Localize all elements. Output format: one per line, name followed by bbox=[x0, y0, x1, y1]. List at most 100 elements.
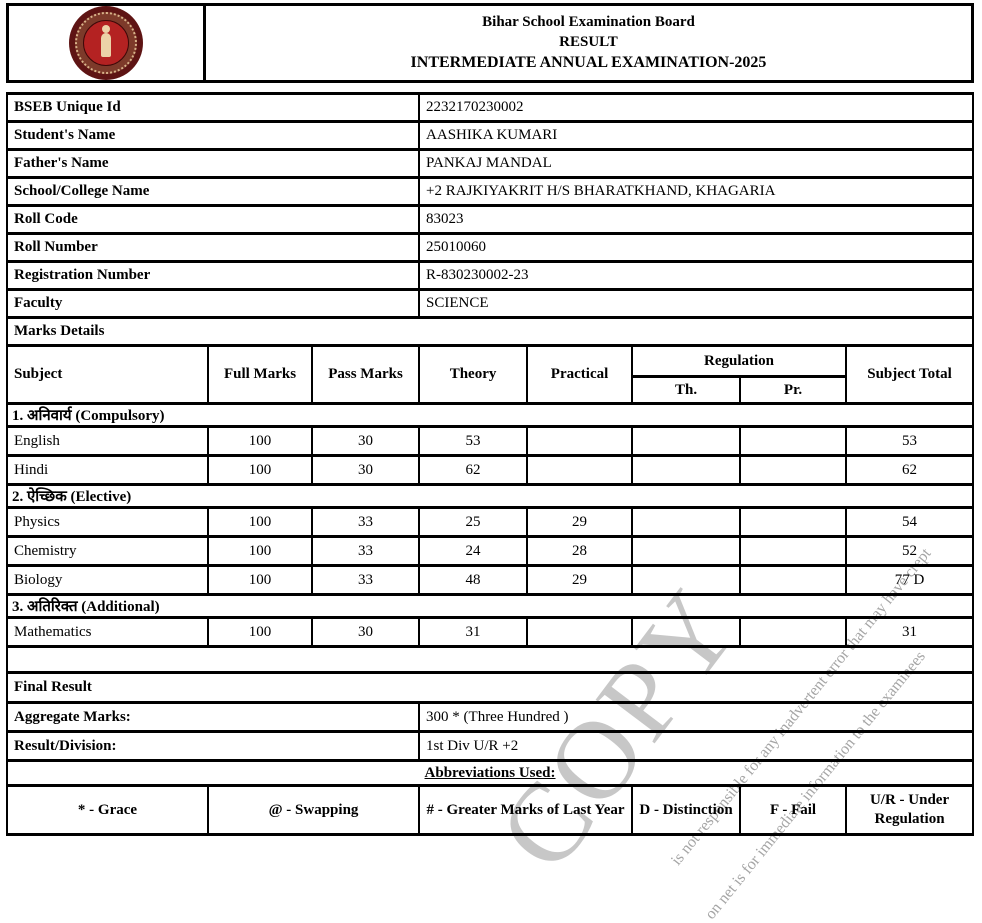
section-heading: 1. अनिवार्य (Compulsory) bbox=[5, 402, 975, 428]
regulation-th bbox=[631, 535, 742, 567]
full-marks: 100 bbox=[207, 506, 313, 538]
theory-marks: 48 bbox=[418, 564, 529, 596]
final-result-row: Final Result bbox=[5, 671, 975, 704]
col-regulation-pr: Pr. bbox=[739, 375, 848, 405]
info-label: Faculty bbox=[5, 288, 421, 319]
info-value: +2 RAJKIYAKRIT H/S BHARATKHAND, KHAGARIA bbox=[418, 176, 975, 207]
pass-marks: 30 bbox=[310, 616, 421, 648]
theory-marks: 62 bbox=[418, 454, 529, 486]
pass-marks: 30 bbox=[310, 454, 421, 486]
info-label: Roll Code bbox=[5, 204, 421, 235]
subject-row-mathematics: Mathematics 100 30 31 31 bbox=[6, 616, 975, 648]
section-heading: 2. ऐच्छिक (Elective) bbox=[5, 483, 975, 509]
info-label: Roll Number bbox=[5, 232, 421, 263]
subject-total: 54 bbox=[845, 506, 975, 538]
info-row-student-name: Student's Name AASHIKA KUMARI bbox=[5, 120, 975, 151]
spacer-row bbox=[5, 645, 975, 674]
info-label: School/College Name bbox=[5, 176, 421, 207]
marks-details-row: Marks Details bbox=[5, 316, 975, 347]
board-name: Bihar School Examination Board bbox=[482, 14, 695, 30]
info-row-bseb-unique-id: BSEB Unique Id 2232170230002 bbox=[5, 92, 975, 123]
col-full-marks: Full Marks bbox=[207, 344, 313, 405]
info-row-roll-number: Roll Number 25010060 bbox=[5, 232, 975, 263]
section-heading: 3. अतिरिक्त (Additional) bbox=[5, 593, 975, 619]
theory-marks: 25 bbox=[418, 506, 529, 538]
abbr-swapping: @ - Swapping bbox=[206, 784, 421, 836]
result-division-value: 1st Div U/R +2 bbox=[418, 730, 975, 762]
pass-marks: 33 bbox=[310, 506, 421, 538]
info-row-roll-code: Roll Code 83023 bbox=[5, 204, 975, 235]
practical-marks: 28 bbox=[526, 535, 634, 567]
regulation-pr bbox=[739, 454, 848, 486]
col-practical: Practical bbox=[526, 344, 634, 405]
marks-subheader-row: Th. Pr. bbox=[7, 375, 973, 405]
info-value: R-830230002-23 bbox=[418, 260, 975, 291]
practical-marks bbox=[526, 454, 634, 486]
result-division-row: Result/Division: 1st Div U/R +2 bbox=[5, 730, 975, 762]
info-row-school-name: School/College Name +2 RAJKIYAKRIT H/S B… bbox=[5, 176, 975, 207]
aggregate-marks-value: 300 * (Three Hundred ) bbox=[418, 701, 975, 733]
abbr-fail: F - Fail bbox=[739, 784, 848, 836]
header-box: Bihar School Examination Board RESULT IN… bbox=[6, 3, 974, 83]
pass-marks: 33 bbox=[310, 564, 421, 596]
regulation-th bbox=[631, 506, 742, 538]
exam-name: INTERMEDIATE ANNUAL EXAMINATION-2025 bbox=[410, 54, 767, 71]
subject-total: 53 bbox=[845, 425, 975, 457]
result-table: BSEB Unique Id 2232170230002 Student's N… bbox=[5, 92, 975, 836]
subject-total: 31 bbox=[845, 616, 975, 648]
regulation-pr bbox=[739, 535, 848, 567]
info-row-faculty: Faculty SCIENCE bbox=[5, 288, 975, 319]
subject-name: Chemistry bbox=[6, 535, 209, 567]
marks-details-title: Marks Details bbox=[5, 316, 975, 347]
final-result-title: Final Result bbox=[5, 671, 975, 704]
full-marks: 100 bbox=[207, 616, 313, 648]
abbreviations-title: Abbreviations Used: bbox=[424, 764, 556, 781]
abbr-under-regulation: U/R - Under Regulation bbox=[845, 784, 975, 836]
info-value: SCIENCE bbox=[418, 288, 975, 319]
regulation-th bbox=[631, 454, 742, 486]
full-marks: 100 bbox=[207, 535, 313, 567]
info-label: Father's Name bbox=[5, 148, 421, 179]
col-subject: Subject bbox=[6, 344, 209, 405]
result-division-label: Result/Division: bbox=[5, 730, 421, 762]
abbr-grace: * - Grace bbox=[6, 784, 209, 836]
info-label: Student's Name bbox=[5, 120, 421, 151]
abbreviations-title-row: Abbreviations Used: bbox=[5, 759, 975, 787]
info-value: 2232170230002 bbox=[418, 92, 975, 123]
regulation-pr bbox=[739, 506, 848, 538]
bseb-seal-icon bbox=[69, 6, 143, 80]
practical-marks: 29 bbox=[526, 506, 634, 538]
seal-core bbox=[83, 20, 129, 66]
subject-row-biology: Biology 100 33 48 29 77 D bbox=[6, 564, 975, 596]
info-value: PANKAJ MANDAL bbox=[418, 148, 975, 179]
col-pass-marks: Pass Marks bbox=[310, 344, 421, 405]
info-row-father-name: Father's Name PANKAJ MANDAL bbox=[5, 148, 975, 179]
subject-total: 52 bbox=[845, 535, 975, 567]
subject-row-english: English 100 30 53 53 bbox=[6, 425, 975, 457]
subject-name: Biology bbox=[6, 564, 209, 596]
col-theory: Theory bbox=[418, 344, 529, 405]
abbreviations-row: * - Grace @ - Swapping # - Greater Marks… bbox=[6, 784, 975, 836]
abbreviations-title-cell: Abbreviations Used: bbox=[5, 759, 975, 787]
regulation-th bbox=[631, 425, 742, 457]
spacer-cell bbox=[5, 645, 975, 674]
info-row-registration-number: Registration Number R-830230002-23 bbox=[5, 260, 975, 291]
title-cell: Bihar School Examination Board RESULT IN… bbox=[206, 6, 971, 80]
abbr-greater-marks: # - Greater Marks of Last Year bbox=[418, 784, 634, 836]
regulation-th bbox=[631, 564, 742, 596]
subject-name: Physics bbox=[6, 506, 209, 538]
info-label: Registration Number bbox=[5, 260, 421, 291]
aggregate-marks-label: Aggregate Marks: bbox=[5, 701, 421, 733]
info-label: BSEB Unique Id bbox=[5, 92, 421, 123]
subject-total: 62 bbox=[845, 454, 975, 486]
content: Bihar School Examination Board RESULT IN… bbox=[5, 3, 975, 836]
subject-name: Hindi bbox=[6, 454, 209, 486]
pass-marks: 33 bbox=[310, 535, 421, 567]
regulation-pr bbox=[739, 616, 848, 648]
pass-marks: 30 bbox=[310, 425, 421, 457]
theory-marks: 24 bbox=[418, 535, 529, 567]
regulation-pr bbox=[739, 425, 848, 457]
col-regulation-th: Th. bbox=[631, 375, 742, 405]
logo-cell bbox=[9, 6, 206, 80]
abbr-distinction: D - Distinction bbox=[631, 784, 742, 836]
